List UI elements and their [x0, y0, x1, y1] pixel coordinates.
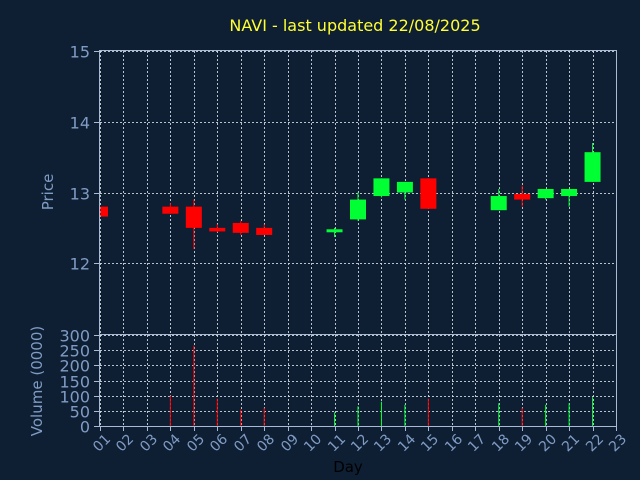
- candle: [396, 181, 413, 200]
- volume-bar: [568, 403, 570, 426]
- x-tick-label: 04: [160, 431, 184, 455]
- candle: [162, 203, 179, 214]
- candle: [490, 188, 507, 211]
- x-tick-label: 05: [184, 431, 208, 455]
- candle-body: [420, 178, 437, 209]
- candle-body: [373, 178, 390, 197]
- candle: [185, 199, 202, 250]
- candle: [561, 188, 578, 207]
- volume-bar: [404, 404, 406, 426]
- x-tick-label: 03: [137, 431, 161, 455]
- volume-axis-label: Volume (0000): [28, 326, 46, 436]
- volume-bar: [193, 345, 195, 426]
- x-tick-label: 13: [371, 431, 395, 455]
- candle-body: [256, 227, 273, 235]
- x-tick-label: 09: [278, 431, 302, 455]
- candle-body: [561, 188, 578, 197]
- candle: [350, 192, 366, 221]
- x-tick-label: 21: [559, 431, 583, 455]
- x-tick-label: 01: [90, 431, 114, 455]
- x-tick-label: 08: [254, 431, 278, 455]
- volume-tick-label: 150: [59, 373, 90, 392]
- candle-body: [232, 222, 249, 233]
- x-tick-label: 14: [395, 431, 419, 455]
- volume-bar: [240, 409, 242, 426]
- volume-bar: [521, 407, 523, 426]
- volume-bar: [380, 401, 382, 426]
- candle-body: [537, 188, 554, 199]
- x-tick-label: 07: [231, 431, 255, 455]
- volume-bar: [545, 404, 547, 426]
- candle-body: [490, 196, 507, 211]
- x-ticks: 01 02 03 04 05 06 07 08 09 10 11 12 13 14 15 16 17 18 19 20…: [90, 426, 630, 455]
- price-tick-label: 12: [70, 255, 90, 274]
- volume-bar: [427, 398, 429, 426]
- volume-tick-label: 300: [59, 327, 90, 346]
- x-tick-label: 06: [207, 431, 231, 455]
- volume-bar: [216, 398, 218, 426]
- volume-tick-label: 200: [59, 357, 90, 376]
- volume-bars: [169, 345, 594, 426]
- price-tick-label: 13: [70, 185, 90, 204]
- x-tick-label: 16: [442, 431, 466, 455]
- price-axis-label: Price: [39, 174, 57, 211]
- candle: [584, 142, 601, 182]
- volume-bar: [263, 407, 265, 426]
- volume-panel-frame: [99, 334, 617, 427]
- x-tick-label: 23: [606, 431, 630, 455]
- x-tick-label: 10: [301, 431, 325, 455]
- x-tick-label: 22: [583, 431, 607, 455]
- candle: [514, 185, 531, 207]
- candle-body: [514, 193, 531, 200]
- x-tick-label: 12: [348, 431, 372, 455]
- x-tick-label: 19: [512, 431, 536, 455]
- candle: [420, 178, 437, 209]
- volume-tick-label: 250: [59, 342, 90, 361]
- candle-body: [326, 229, 343, 233]
- candle-body: [350, 199, 366, 220]
- x-tick-label: 11: [325, 431, 349, 455]
- x-tick-label: 02: [113, 431, 137, 455]
- volume-bar: [357, 406, 359, 426]
- chart-title: NAVI - last updated 22/08/2025: [229, 16, 480, 35]
- candle-body: [101, 206, 108, 217]
- candle: [326, 227, 343, 238]
- volume-tick-label: 50: [70, 403, 90, 422]
- volume-bar: [498, 403, 500, 426]
- price-tick-label: 14: [70, 114, 90, 133]
- candle-body: [209, 227, 226, 232]
- x-tick-label: 15: [418, 431, 442, 455]
- candle-body: [396, 181, 413, 193]
- candle: [256, 224, 273, 235]
- x-axis-label: Day: [333, 458, 363, 476]
- candlesticks: [99, 142, 601, 250]
- volume-tick-label: 100: [59, 388, 90, 407]
- x-tick-label: 17: [465, 431, 489, 455]
- candle: [209, 224, 226, 233]
- candle-body: [162, 206, 179, 214]
- price-y-ticks: 12 13 14 15: [70, 43, 100, 274]
- x-tick-label: 18: [489, 431, 513, 455]
- price-tick-label: 15: [70, 43, 90, 62]
- x-tick-label: 20: [536, 431, 560, 455]
- candle-body: [185, 206, 202, 228]
- candle: [99, 206, 108, 217]
- candle-body: [584, 152, 601, 182]
- candle: [232, 220, 249, 235]
- volume-bar: [592, 397, 594, 426]
- volume-bar: [334, 412, 336, 426]
- volume-bar: [169, 395, 171, 426]
- volume-tick-label: 0: [80, 418, 90, 437]
- candle: [373, 178, 390, 198]
- candle: [537, 188, 554, 200]
